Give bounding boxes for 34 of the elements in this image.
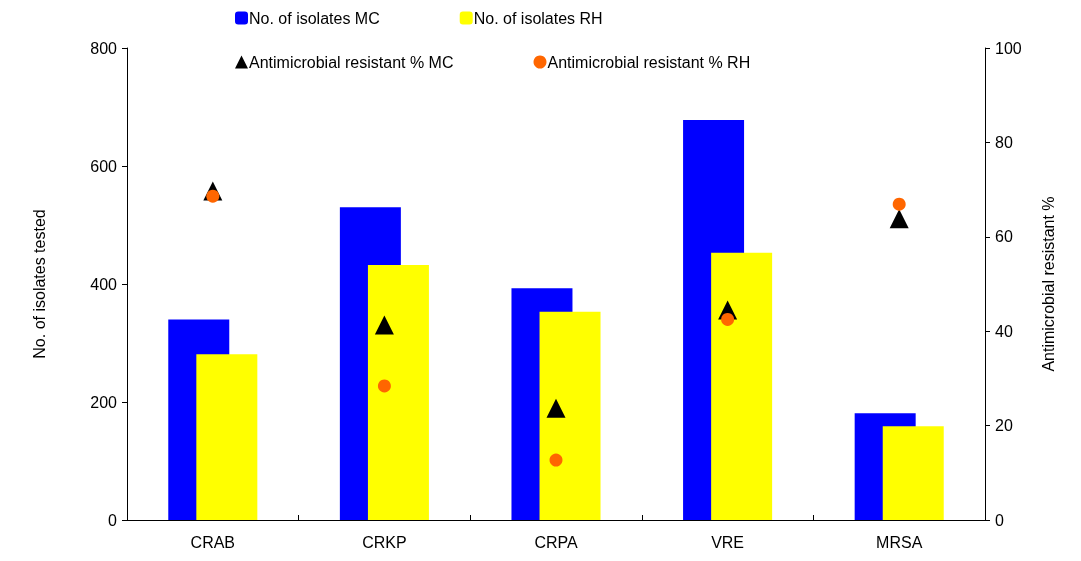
bar: [882, 426, 944, 520]
point: [374, 315, 394, 335]
bar: [711, 252, 773, 520]
y2-axis-title: Antimicrobial resistant %: [1039, 196, 1057, 372]
point: [546, 398, 566, 418]
y-tick-label: 400: [90, 275, 118, 293]
legend-label: Antimicrobial resistant % MC: [249, 53, 454, 71]
point: [889, 209, 909, 229]
x-tick-label: VRE: [711, 533, 745, 551]
legend-label: No. of isolates MC: [249, 9, 380, 27]
y2-tick-label: 0: [995, 511, 1004, 529]
y-tick-label: 600: [90, 157, 118, 175]
x-tick-label: CRKP: [362, 533, 407, 551]
y-tick-label: 200: [90, 393, 118, 411]
y-axis-title: No. of isolates tested: [30, 209, 48, 359]
y2-tick-label: 60: [995, 228, 1013, 246]
y-tick-label: 800: [90, 39, 118, 57]
x-tick-label: CRPA: [534, 533, 578, 551]
point: [892, 197, 906, 211]
x-tick-label: MRSA: [876, 533, 923, 551]
y2-tick-label: 80: [995, 133, 1013, 151]
y2-tick-label: 100: [995, 39, 1022, 57]
bar: [367, 265, 429, 520]
y-tick-label: 0: [108, 511, 118, 529]
legend-label: Antimicrobial resistant % RH: [547, 53, 751, 71]
point: [549, 453, 563, 467]
x-tick-label: CRAB: [190, 533, 236, 551]
legend-label: No. of isolates RH: [473, 9, 603, 27]
y2-tick-label: 40: [995, 322, 1013, 340]
bar: [539, 311, 601, 520]
y2-tick-label: 20: [995, 417, 1013, 435]
point: [721, 312, 735, 326]
point: [377, 379, 391, 393]
bar: [196, 354, 258, 520]
